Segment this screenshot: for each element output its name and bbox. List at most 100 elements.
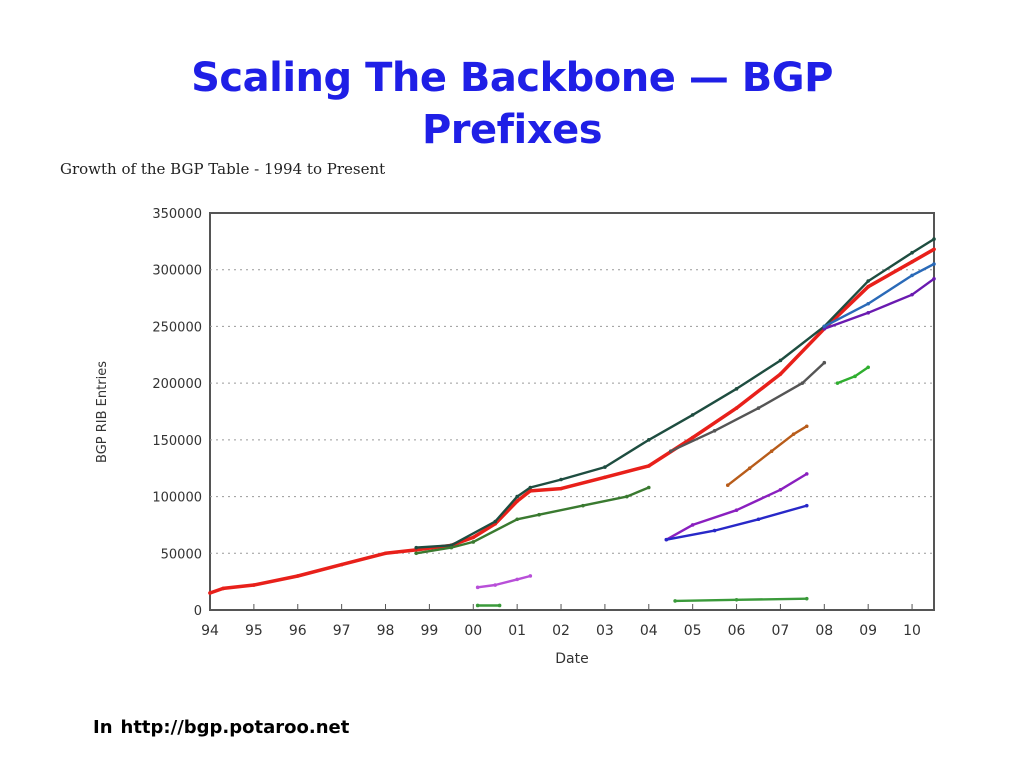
data-point <box>932 247 936 252</box>
data-point <box>515 494 519 499</box>
plot-frame <box>209 212 935 611</box>
series-line-11 <box>823 277 936 330</box>
y-tick-label: 100000 <box>152 491 202 506</box>
data-point <box>673 599 677 603</box>
data-point <box>690 413 695 417</box>
series-line-1 <box>208 247 936 595</box>
data-point <box>295 574 300 578</box>
data-point <box>208 591 212 595</box>
x-tick-label: 05 <box>684 623 702 639</box>
data-point <box>932 237 936 241</box>
data-point <box>414 545 419 550</box>
y-tick-label: 250000 <box>152 320 202 335</box>
data-point <box>800 381 805 385</box>
grid <box>210 269 934 554</box>
x-axis-label: Date <box>555 651 588 667</box>
data-point <box>866 311 870 315</box>
data-point <box>791 432 796 436</box>
data-point <box>559 477 563 482</box>
y-tick-label: 200000 <box>152 377 202 392</box>
data-point <box>910 273 914 278</box>
x-tick-label: 95 <box>245 623 263 639</box>
data-point <box>497 603 502 608</box>
data-point <box>339 562 344 567</box>
data-point <box>853 374 857 379</box>
data-point <box>603 475 607 480</box>
data-point <box>734 597 739 602</box>
data-point <box>910 292 914 297</box>
x-tick-label: 06 <box>728 623 746 639</box>
data-point <box>866 279 870 283</box>
data-point <box>664 537 669 542</box>
data-point <box>528 485 533 490</box>
data-point <box>778 358 783 363</box>
y-axis-label: BGP RIB Entries <box>95 361 110 463</box>
data-point <box>668 449 673 454</box>
series-line-5 <box>665 504 808 541</box>
series-line-3 <box>415 486 650 555</box>
x-tick-label: 08 <box>815 623 833 639</box>
source-url[interactable]: http://bgp.potaroo.net <box>120 717 350 738</box>
data-point <box>910 250 914 255</box>
x-tick-label: 03 <box>596 623 614 639</box>
data-point <box>804 472 809 476</box>
data-point <box>747 466 752 471</box>
data-point <box>804 503 809 508</box>
data-point <box>475 603 480 608</box>
x-tick-label: 99 <box>420 623 438 639</box>
data-point <box>646 485 651 490</box>
data-point <box>449 545 454 550</box>
data-point <box>932 276 936 281</box>
series-line-7 <box>476 574 532 589</box>
data-point <box>581 503 585 508</box>
y-axis-ticks: 0 50000 100000 150000 200000 250000 300000 3500… <box>152 207 202 619</box>
data-point <box>756 406 761 410</box>
data-point <box>414 551 419 556</box>
data-point <box>528 489 533 493</box>
data-point <box>493 519 498 524</box>
x-tick-label: 07 <box>772 623 790 639</box>
data-point <box>515 577 519 582</box>
data-point <box>822 324 827 329</box>
data-point <box>221 586 225 591</box>
y-tick-label: 300000 <box>152 264 202 279</box>
y-tick-label: 350000 <box>152 207 202 222</box>
x-tick-label: 09 <box>859 623 877 639</box>
x-axis-ticks: 94 95 96 97 98 99 00 01 02 03 04 05 06 07 08 09 10 <box>201 604 921 639</box>
data-point <box>866 301 870 306</box>
data-point <box>712 528 717 533</box>
data-point <box>769 449 774 454</box>
series-lines <box>208 237 936 608</box>
data-point <box>252 583 256 587</box>
data-point <box>559 486 563 491</box>
x-tick-label: 96 <box>289 623 307 639</box>
data-point <box>493 583 498 587</box>
source-note: In http://bgp.potaroo.net <box>93 717 349 738</box>
data-point <box>778 487 783 492</box>
data-point <box>515 499 519 503</box>
data-point <box>866 365 870 370</box>
x-tick-label: 10 <box>903 623 921 639</box>
data-point <box>690 435 695 440</box>
data-point <box>471 540 476 544</box>
x-tick-label: 02 <box>552 623 570 639</box>
x-tick-label: 01 <box>508 623 526 639</box>
data-point <box>537 512 541 517</box>
chart-title: Growth of the BGP Table - 1994 to Presen… <box>60 160 386 178</box>
data-point <box>804 424 809 429</box>
data-point <box>932 262 936 266</box>
data-point <box>690 523 695 527</box>
data-point <box>471 535 476 540</box>
data-point <box>734 406 739 410</box>
data-point <box>646 464 651 468</box>
data-point <box>822 360 827 365</box>
data-point <box>383 551 388 556</box>
series-line-12 <box>823 262 936 328</box>
y-tick-label: 0 <box>194 604 202 619</box>
data-point <box>866 284 870 289</box>
x-tick-label: 00 <box>464 623 482 639</box>
x-tick-label: 98 <box>377 623 395 639</box>
data-point <box>603 465 607 469</box>
data-point <box>528 574 533 578</box>
